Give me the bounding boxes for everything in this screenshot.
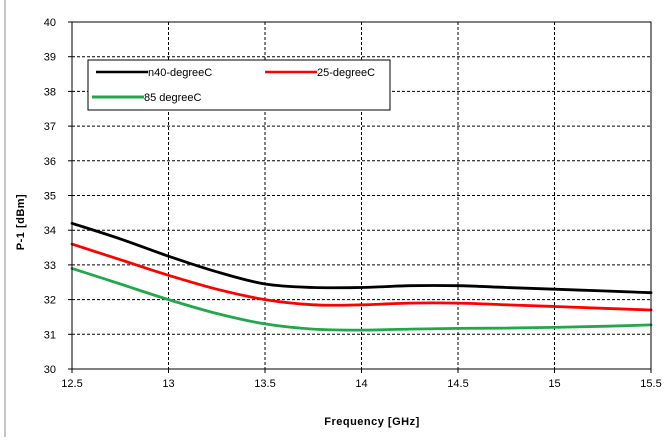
- legend-label-85: 85 degreeC: [144, 92, 202, 104]
- x-tick-label: 12.5: [61, 378, 82, 390]
- y-tick-label: 35: [44, 191, 56, 203]
- y-tick-label: 36: [44, 156, 56, 168]
- y-axis-ticks: 30 31 32 33 34 35 36 37 38 39 40: [44, 17, 72, 376]
- x-tick-label: 14.5: [447, 378, 468, 390]
- y-tick-label: 40: [44, 17, 56, 29]
- series-lines: [70, 221, 653, 332]
- y-tick-label: 33: [44, 260, 56, 272]
- legend-box: [87, 59, 391, 111]
- x-tick-label: 13: [162, 378, 174, 390]
- y-tick-label: 37: [44, 121, 56, 133]
- x-axis-title: Frequency [GHz]: [324, 416, 420, 428]
- series-line-0: [70, 221, 653, 295]
- y-tick-label: 38: [44, 86, 56, 98]
- legend: n40-degreeC 25-degreeC 85 degreeC: [87, 59, 391, 111]
- legend-label-25: 25-degreeC: [317, 67, 375, 79]
- x-axis-ticks: 12.5 13 13.5 14 14.5 15 15.5: [61, 369, 662, 390]
- series-line-2: [70, 267, 653, 332]
- legend-label-n40: n40-degreeC: [148, 67, 212, 79]
- y-tick-label: 34: [44, 225, 56, 237]
- x-tick-label: 14: [355, 378, 367, 390]
- y-tick-label: 32: [44, 295, 56, 307]
- x-tick-label: 13.5: [254, 378, 275, 390]
- grid: [72, 22, 651, 369]
- y-tick-label: 31: [44, 329, 56, 341]
- x-tick-label: 15: [548, 378, 560, 390]
- y-tick-label: 39: [44, 52, 56, 64]
- x-tick-label: 15.5: [640, 378, 661, 390]
- y-tick-label: 30: [44, 364, 56, 376]
- y-axis-title: P-1 [dBm]: [15, 194, 27, 250]
- series-line-1: [70, 242, 653, 312]
